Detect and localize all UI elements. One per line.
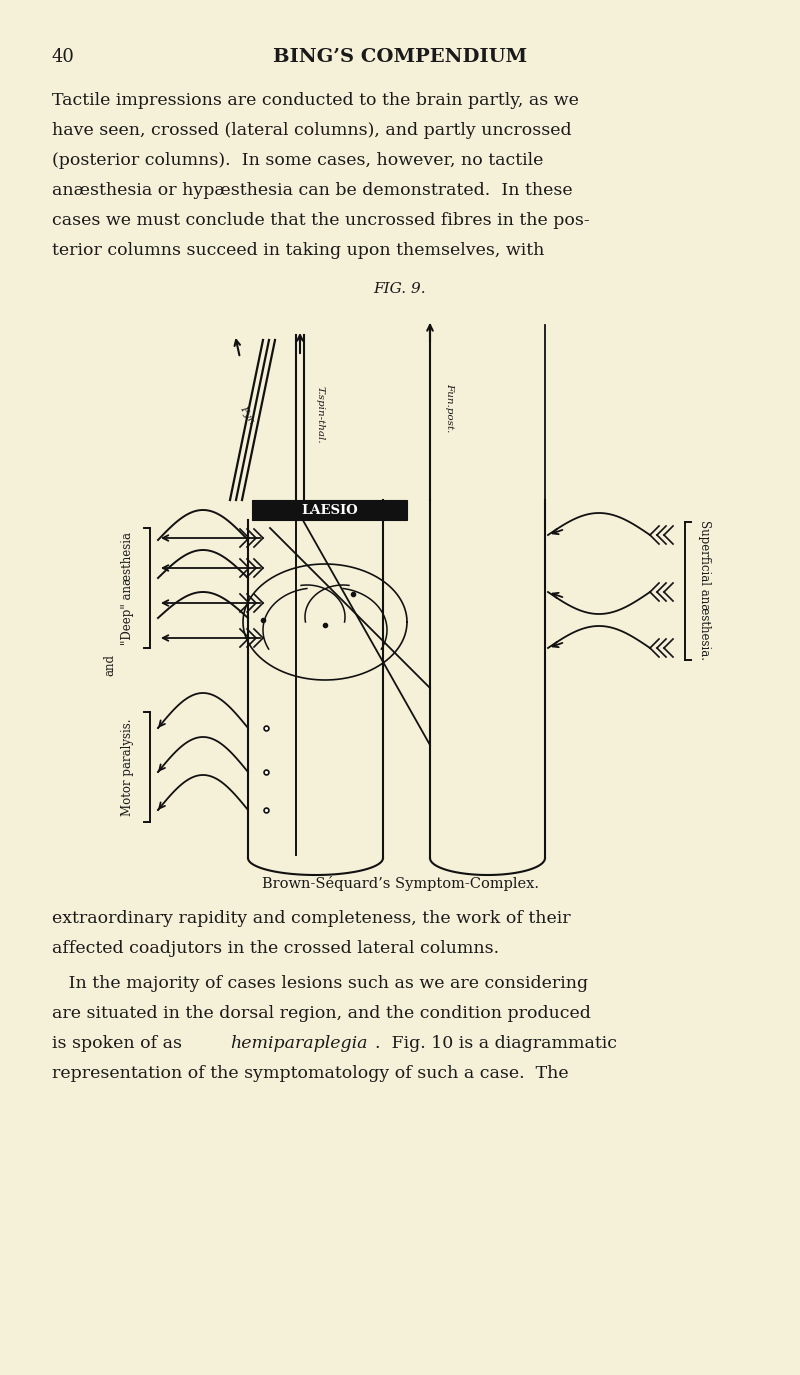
Text: cases we must conclude that the uncrossed fibres in the pos-: cases we must conclude that the uncrosse…: [52, 212, 590, 230]
Text: anæsthesia or hypæsthesia can be demonstrated.  In these: anæsthesia or hypæsthesia can be demonst…: [52, 182, 573, 199]
Text: Motor paralysis.: Motor paralysis.: [122, 718, 134, 815]
Text: Superficial anæsthesia.: Superficial anæsthesia.: [698, 520, 711, 660]
Text: 40: 40: [52, 48, 75, 66]
Text: is spoken of as: is spoken of as: [52, 1035, 187, 1052]
Text: extraordinary rapidity and completeness, the work of their: extraordinary rapidity and completeness,…: [52, 910, 570, 927]
Text: have seen, crossed (lateral columns), and partly uncrossed: have seen, crossed (lateral columns), an…: [52, 122, 572, 139]
Text: .  Fig. 10 is a diagrammatic: . Fig. 10 is a diagrammatic: [375, 1035, 617, 1052]
Text: T.spin-thal.: T.spin-thal.: [315, 386, 324, 444]
Bar: [252, 500, 407, 520]
Text: BING’S COMPENDIUM: BING’S COMPENDIUM: [273, 48, 527, 66]
Text: are situated in the dorsal region, and the condition produced: are situated in the dorsal region, and t…: [52, 1005, 591, 1022]
Text: Fun.post.: Fun.post.: [445, 384, 454, 433]
Text: In the majority of cases lesions such as we are considering: In the majority of cases lesions such as…: [52, 975, 588, 991]
Text: terior columns succeed in taking upon themselves, with: terior columns succeed in taking upon th…: [52, 242, 544, 258]
Text: Brown-Séquard’s Symptom-Complex.: Brown-Séquard’s Symptom-Complex.: [262, 876, 538, 891]
Text: FIG. 9.: FIG. 9.: [374, 282, 426, 296]
Text: LAESIO: LAESIO: [301, 503, 358, 517]
Text: representation of the symptomatology of such a case.  The: representation of the symptomatology of …: [52, 1066, 569, 1082]
Text: Tactile impressions are conducted to the brain partly, as we: Tactile impressions are conducted to the…: [52, 92, 579, 109]
Text: Pyr.: Pyr.: [238, 404, 256, 426]
Text: (posterior columns).  In some cases, however, no tactile: (posterior columns). In some cases, howe…: [52, 153, 543, 169]
Text: affected coadjutors in the crossed lateral columns.: affected coadjutors in the crossed later…: [52, 941, 499, 957]
Text: and: and: [103, 654, 117, 676]
Text: "Deep" anæsthesia: "Deep" anæsthesia: [122, 532, 134, 645]
Text: hemiparaplegia: hemiparaplegia: [230, 1035, 367, 1052]
